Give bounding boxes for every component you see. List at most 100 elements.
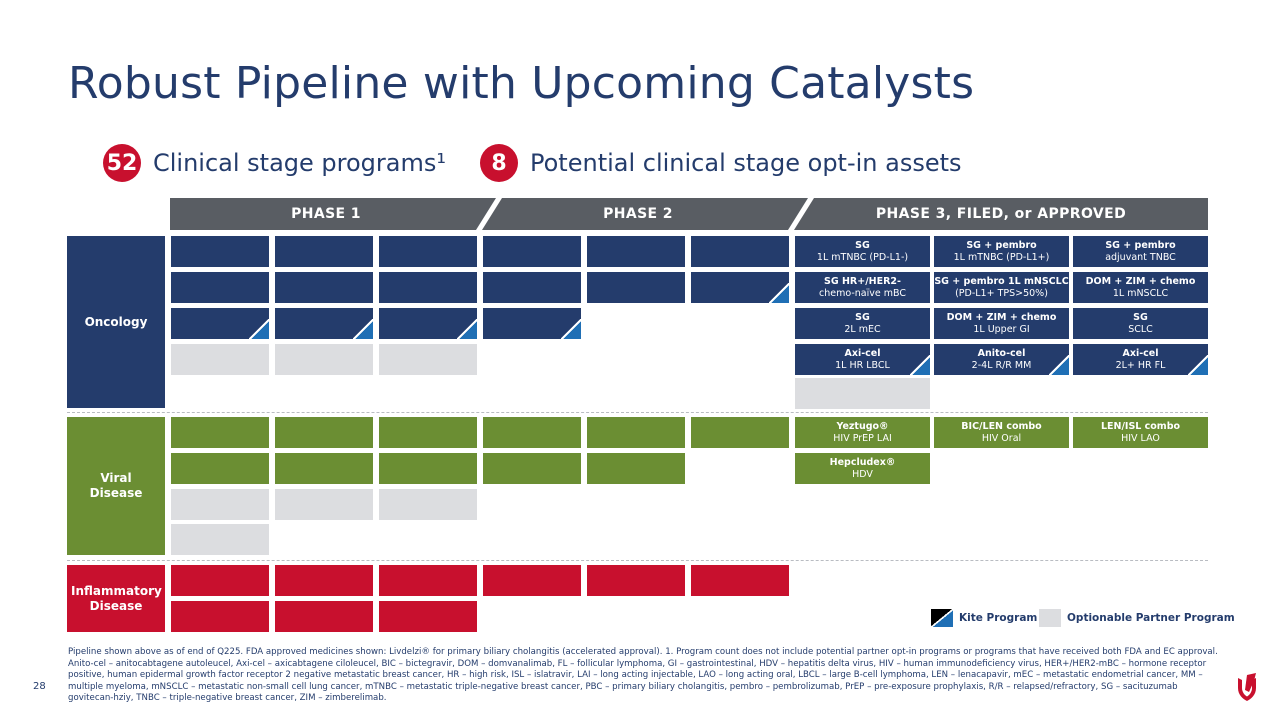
program-sg-1l-mtnbc: SG 1L mTNBC (PD-L1-) [795, 236, 930, 267]
program-dom-zim-chemo-nsclc: DOM + ZIM + chemo 1L mNSCLC [1073, 272, 1208, 303]
program-cell-kite [483, 308, 581, 339]
program-name: LEN/ISL combo [1100, 420, 1181, 432]
kite-marker [353, 319, 373, 339]
program-indication: HDV [852, 468, 873, 480]
program-cell [483, 236, 581, 267]
program-cell [483, 417, 581, 448]
program-cell [483, 565, 581, 596]
stat-number-badge: 8 [480, 144, 518, 182]
program-indication: 1L mNSCLC [1112, 287, 1169, 299]
program-cell [275, 417, 373, 448]
program-cell [171, 236, 269, 267]
program-dom-zim-chemo-gi: DOM + ZIM + chemo 1L Upper GI [934, 308, 1069, 339]
section-divider [67, 560, 1208, 561]
optionable-program-cell [171, 524, 269, 555]
program-cell [275, 601, 373, 632]
program-name: Yeztugo® [836, 420, 889, 432]
program-sg-pembro-adjuvant: SG + pembro adjuvant TNBC [1073, 236, 1208, 267]
category-label: Inflammatory Disease [71, 583, 162, 613]
section-divider [67, 412, 1208, 413]
program-indication: 1L mTNBC (PD-L1+) [953, 251, 1050, 263]
category-viral-disease: Viral Disease [67, 417, 165, 555]
optionable-program-cell [275, 344, 373, 375]
program-indication: HIV Oral [981, 432, 1022, 444]
optionable-program-cell [379, 489, 477, 520]
program-name: BIC/LEN combo [961, 420, 1042, 432]
program-cell [691, 236, 789, 267]
program-name: Axi-cel [844, 347, 881, 359]
program-indication: 1L mTNBC (PD-L1-) [816, 251, 909, 263]
program-indication: 1L Upper GI [973, 323, 1030, 335]
program-cell [379, 453, 477, 484]
optionable-program-cell [171, 344, 269, 375]
phase-1-header: PHASE 1 [170, 198, 482, 230]
kite-marker [1188, 355, 1208, 375]
program-hepcludex: Hepcludex® HDV [795, 453, 930, 484]
program-indication: (PD-L1+ TPS>50%) [955, 287, 1048, 299]
program-indication: 1L HR LBCL [835, 359, 890, 371]
program-indication: 2-4L R/R MM [971, 359, 1032, 371]
program-name: SG [855, 311, 870, 323]
program-cell [171, 453, 269, 484]
program-name: Hepcludex® [829, 456, 896, 468]
program-name: SG + pembro [1105, 239, 1176, 251]
program-indication: chemo-naïve mBC [819, 287, 906, 299]
program-cell [171, 417, 269, 448]
program-cell-kite [691, 272, 789, 303]
phase-2-header: PHASE 2 [482, 198, 794, 230]
program-name: DOM + ZIM + chemo [1085, 275, 1196, 287]
program-cell [587, 236, 685, 267]
program-cell [171, 272, 269, 303]
program-cell [691, 565, 789, 596]
legend-label: Kite Program [959, 612, 1038, 624]
program-cell-kite [379, 308, 477, 339]
program-indication: SCLC [1128, 323, 1153, 335]
page-number: 28 [33, 681, 46, 692]
program-cell [171, 601, 269, 632]
kite-marker [1049, 355, 1069, 375]
program-indication: 2L mEC [844, 323, 881, 335]
stat-number-badge: 52 [103, 144, 141, 182]
optionable-program-cell [379, 344, 477, 375]
category-label: Viral Disease [89, 471, 143, 500]
program-cell [275, 236, 373, 267]
kite-marker [561, 319, 581, 339]
program-name: SG [1133, 311, 1148, 323]
program-cell [275, 272, 373, 303]
kite-marker [457, 319, 477, 339]
program-indication: 2L+ HR FL [1115, 359, 1166, 371]
program-cell [691, 417, 789, 448]
program-name: Axi-cel [1122, 347, 1159, 359]
legend-label: Optionable Partner Program [1067, 612, 1235, 624]
program-name: DOM + ZIM + chemo [946, 311, 1057, 323]
program-cell [587, 272, 685, 303]
kite-marker [769, 283, 789, 303]
stat-label: Potential clinical stage opt-in assets [530, 149, 962, 177]
program-axicel-2l: Axi-cel 2L+ HR FL [1073, 344, 1208, 375]
program-sg-hr-her2: SG HR+/HER2- chemo-naïve mBC [795, 272, 930, 303]
footnote: Pipeline shown above as of end of Q225. … [68, 647, 1218, 704]
program-cell [483, 453, 581, 484]
kite-marker [249, 319, 269, 339]
program-yeztugo: Yeztugo® HIV PrEP LAI [795, 417, 930, 448]
optionable-program-cell [275, 489, 373, 520]
program-anitocel: Anito-cel 2-4L R/R MM [934, 344, 1069, 375]
program-name: SG + pembro [966, 239, 1037, 251]
program-name: Anito-cel [977, 347, 1026, 359]
kite-marker [910, 355, 930, 375]
program-cell [379, 565, 477, 596]
company-logo-icon [1238, 673, 1256, 701]
optionable-program-cell [171, 489, 269, 520]
program-bic-len: BIC/LEN combo HIV Oral [934, 417, 1069, 448]
program-cell [587, 417, 685, 448]
program-indication: HIV LAO [1121, 432, 1160, 444]
program-name: SG [855, 239, 870, 251]
program-cell [587, 453, 685, 484]
program-sg-sclc: SG SCLC [1073, 308, 1208, 339]
optionable-swatch-icon [1039, 609, 1061, 627]
program-name: SG HR+/HER2- [824, 275, 901, 287]
category-oncology: Oncology [67, 236, 165, 408]
program-cell [587, 565, 685, 596]
stat-opt-in-assets: 8 Potential clinical stage opt-in assets [480, 144, 962, 182]
program-sg-pembro-1l-mtnbc: SG + pembro 1L mTNBC (PD-L1+) [934, 236, 1069, 267]
